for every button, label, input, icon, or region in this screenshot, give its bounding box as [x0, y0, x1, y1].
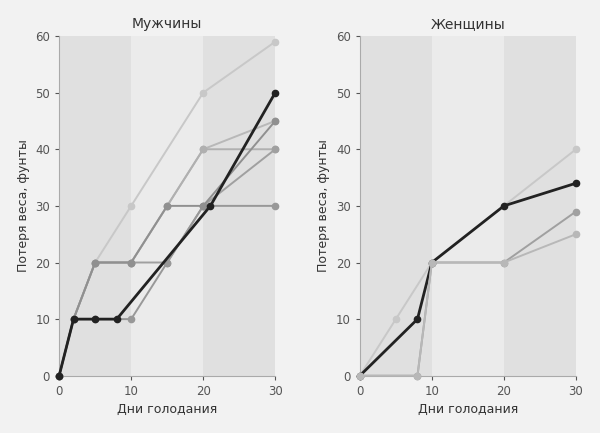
X-axis label: Дни голодания: Дни голодания: [418, 403, 518, 417]
X-axis label: Дни голодания: Дни голодания: [117, 403, 217, 417]
Bar: [360, 36, 432, 376]
Y-axis label: Потеря веса, фунты: Потеря веса, фунты: [317, 139, 331, 272]
Bar: [59, 36, 131, 376]
Bar: [432, 36, 504, 376]
Y-axis label: Потеря веса, фунты: Потеря веса, фунты: [17, 139, 29, 272]
Title: Мужчины: Мужчины: [132, 16, 202, 31]
Bar: [504, 36, 576, 376]
Bar: [131, 36, 203, 376]
Bar: [203, 36, 275, 376]
Title: Женщины: Женщины: [431, 16, 505, 31]
